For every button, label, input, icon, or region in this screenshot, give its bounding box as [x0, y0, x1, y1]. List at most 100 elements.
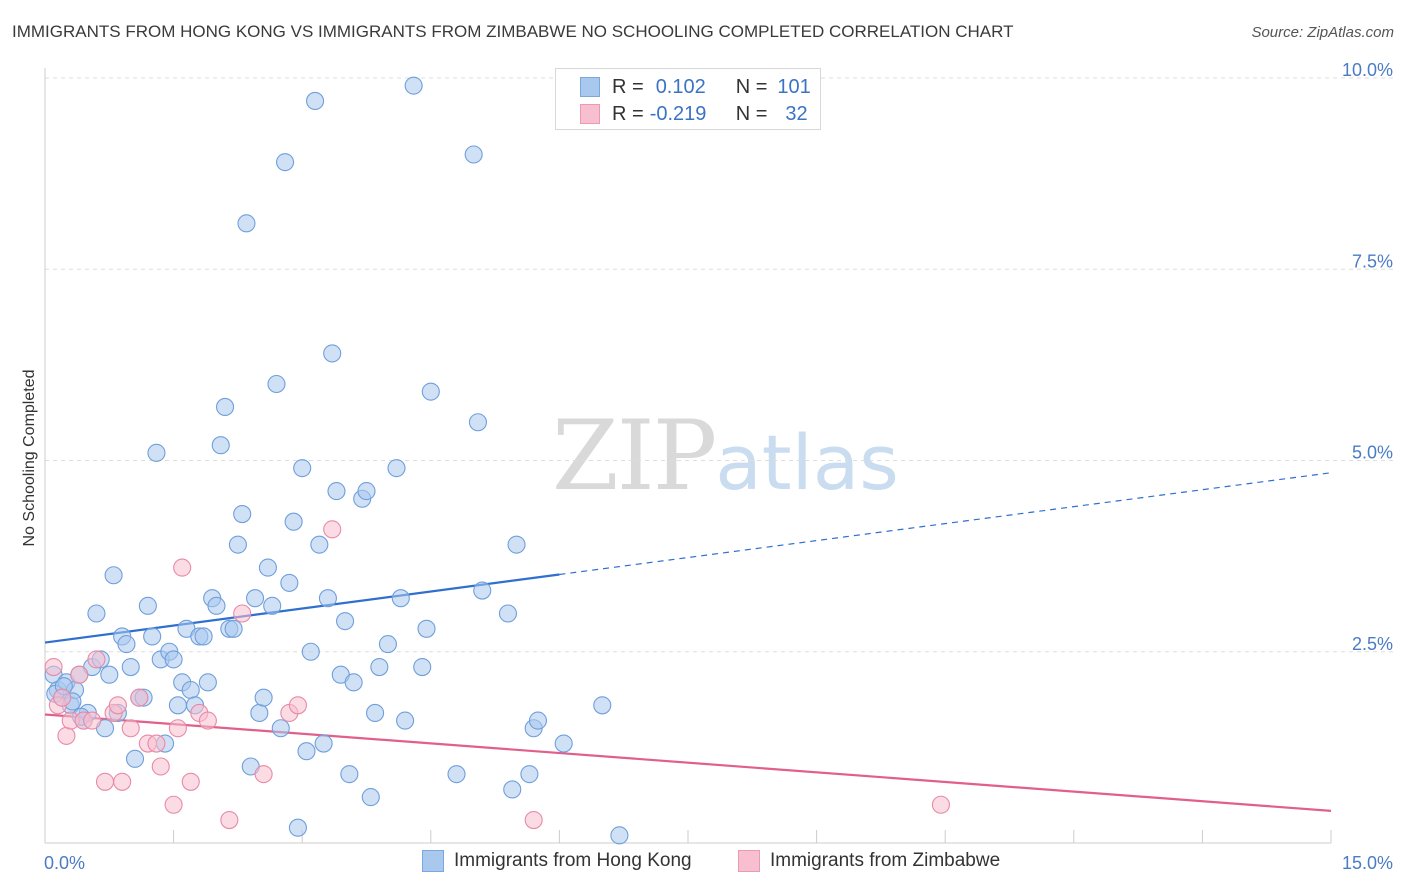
point-zimbabwe [113, 772, 132, 791]
point-zimbabwe [108, 696, 127, 715]
point-hong-kong [215, 397, 235, 417]
point-hong-kong [447, 765, 466, 784]
point-hong-kong [391, 589, 410, 608]
point-hong-kong [211, 436, 230, 455]
point-hong-kong [310, 535, 329, 554]
point-hong-kong [528, 711, 548, 730]
tick-labels: 2.5% 5.0% 7.5% 10.0% 0.0% 15.0% [44, 60, 1393, 873]
point-hong-kong [293, 459, 312, 478]
point-hong-kong [378, 635, 397, 654]
series-legend-hong-kong[interactable]: Immigrants from Hong Kong [422, 850, 692, 872]
series-legend: Immigrants from Hong Kong Immigrants fro… [0, 850, 1406, 880]
point-hong-kong [237, 214, 256, 233]
point-zimbabwe [220, 810, 239, 830]
point-hong-kong [323, 344, 342, 363]
point-zimbabwe [83, 711, 102, 730]
point-hong-kong [168, 696, 187, 715]
point-hong-kong [125, 749, 145, 768]
point-zimbabwe [57, 726, 76, 745]
point-hong-kong [258, 558, 277, 577]
y-tick-label: 2.5% [1352, 634, 1393, 654]
trend-line-extension-0 [559, 472, 1332, 576]
legend-r-value: 0.102 [655, 75, 706, 98]
point-hong-kong [233, 504, 252, 524]
point-hong-kong [361, 788, 380, 807]
point-hong-kong [413, 657, 432, 677]
point-hong-kong [344, 673, 363, 692]
point-zimbabwe [121, 719, 140, 738]
point-hong-kong [498, 604, 518, 623]
point-zimbabwe [130, 688, 149, 707]
correlation-legend: R = 0.102 N = 101 R = -0.219 N = 32 [555, 68, 821, 130]
series-label-zimbabwe: Immigrants from Zimbabwe [770, 850, 1001, 871]
point-zimbabwe [931, 795, 950, 814]
point-hong-kong [297, 742, 316, 761]
y-tick-label: 7.5% [1352, 251, 1393, 271]
legend-row-zimbabwe: R = -0.219 N = 32 [580, 101, 808, 127]
point-hong-kong [370, 657, 389, 677]
point-hong-kong [503, 780, 522, 799]
point-hong-kong [267, 374, 286, 394]
point-hong-kong [284, 512, 303, 531]
legend-row-hong-kong: R = 0.102 N = 101 [580, 74, 811, 100]
x-tick-label: 15.0% [1342, 853, 1393, 873]
legend-n-value: 32 [785, 102, 808, 125]
point-hong-kong [314, 734, 333, 753]
point-hong-kong [250, 703, 269, 723]
point-hong-kong [138, 596, 157, 615]
legend-n-value: 101 [777, 75, 811, 98]
point-hong-kong [417, 619, 436, 638]
point-hong-kong [100, 665, 119, 684]
point-hong-kong [366, 703, 385, 723]
point-hong-kong [207, 596, 226, 615]
point-zimbabwe [95, 772, 115, 791]
point-hong-kong [404, 76, 423, 95]
series-legend-zimbabwe[interactable]: Immigrants from Zimbabwe [738, 850, 1000, 872]
legend-swatch-hong-kong [580, 77, 600, 97]
point-hong-kong [117, 635, 136, 654]
point-zimbabwe [70, 665, 89, 684]
chart-source: Source: ZipAtlas.com [1251, 24, 1394, 41]
point-hong-kong [198, 673, 217, 692]
trend-line-0 [44, 573, 560, 644]
point-hong-kong [181, 680, 200, 700]
chart-title: IMMIGRANTS FROM HONG KONG VS IMMIGRANTS … [12, 22, 1014, 41]
point-hong-kong [263, 596, 282, 615]
point-hong-kong [87, 604, 106, 623]
point-zimbabwe [173, 558, 192, 577]
series-label-hong-kong: Immigrants from Hong Kong [454, 850, 692, 871]
point-hong-kong [194, 627, 213, 646]
point-hong-kong [387, 459, 406, 478]
point-hong-kong [104, 566, 123, 585]
y-tick-label: 10.0% [1342, 60, 1393, 80]
point-zimbabwe [524, 810, 543, 830]
point-zimbabwe [323, 520, 342, 539]
point-hong-kong [357, 482, 376, 501]
point-hong-kong [147, 443, 166, 462]
legend-r-label: R = [612, 102, 644, 125]
watermark: ZIPatlas [552, 400, 899, 512]
point-hong-kong [306, 91, 325, 110]
point-hong-kong [593, 696, 612, 715]
point-zimbabwe [181, 772, 200, 791]
legend-swatch-zimbabwe [580, 104, 600, 124]
grid [45, 77, 1393, 653]
legend-r-value: -0.219 [649, 102, 707, 125]
watermark-zip: ZIP [552, 400, 717, 512]
point-hong-kong [327, 482, 346, 501]
point-hong-kong [276, 153, 295, 172]
point-hong-kong [473, 581, 492, 600]
y-axis-label: No Schooling Completed [21, 370, 38, 547]
point-hong-kong [610, 826, 629, 845]
point-hong-kong [254, 688, 273, 707]
data-points [44, 76, 950, 845]
point-hong-kong [301, 642, 320, 661]
point-hong-kong [245, 589, 265, 608]
series-swatch-zimbabwe [738, 850, 760, 872]
point-hong-kong [121, 657, 140, 677]
y-tick-label: 5.0% [1352, 443, 1393, 463]
point-hong-kong [143, 627, 162, 646]
point-hong-kong [464, 145, 483, 164]
point-zimbabwe [44, 657, 63, 677]
